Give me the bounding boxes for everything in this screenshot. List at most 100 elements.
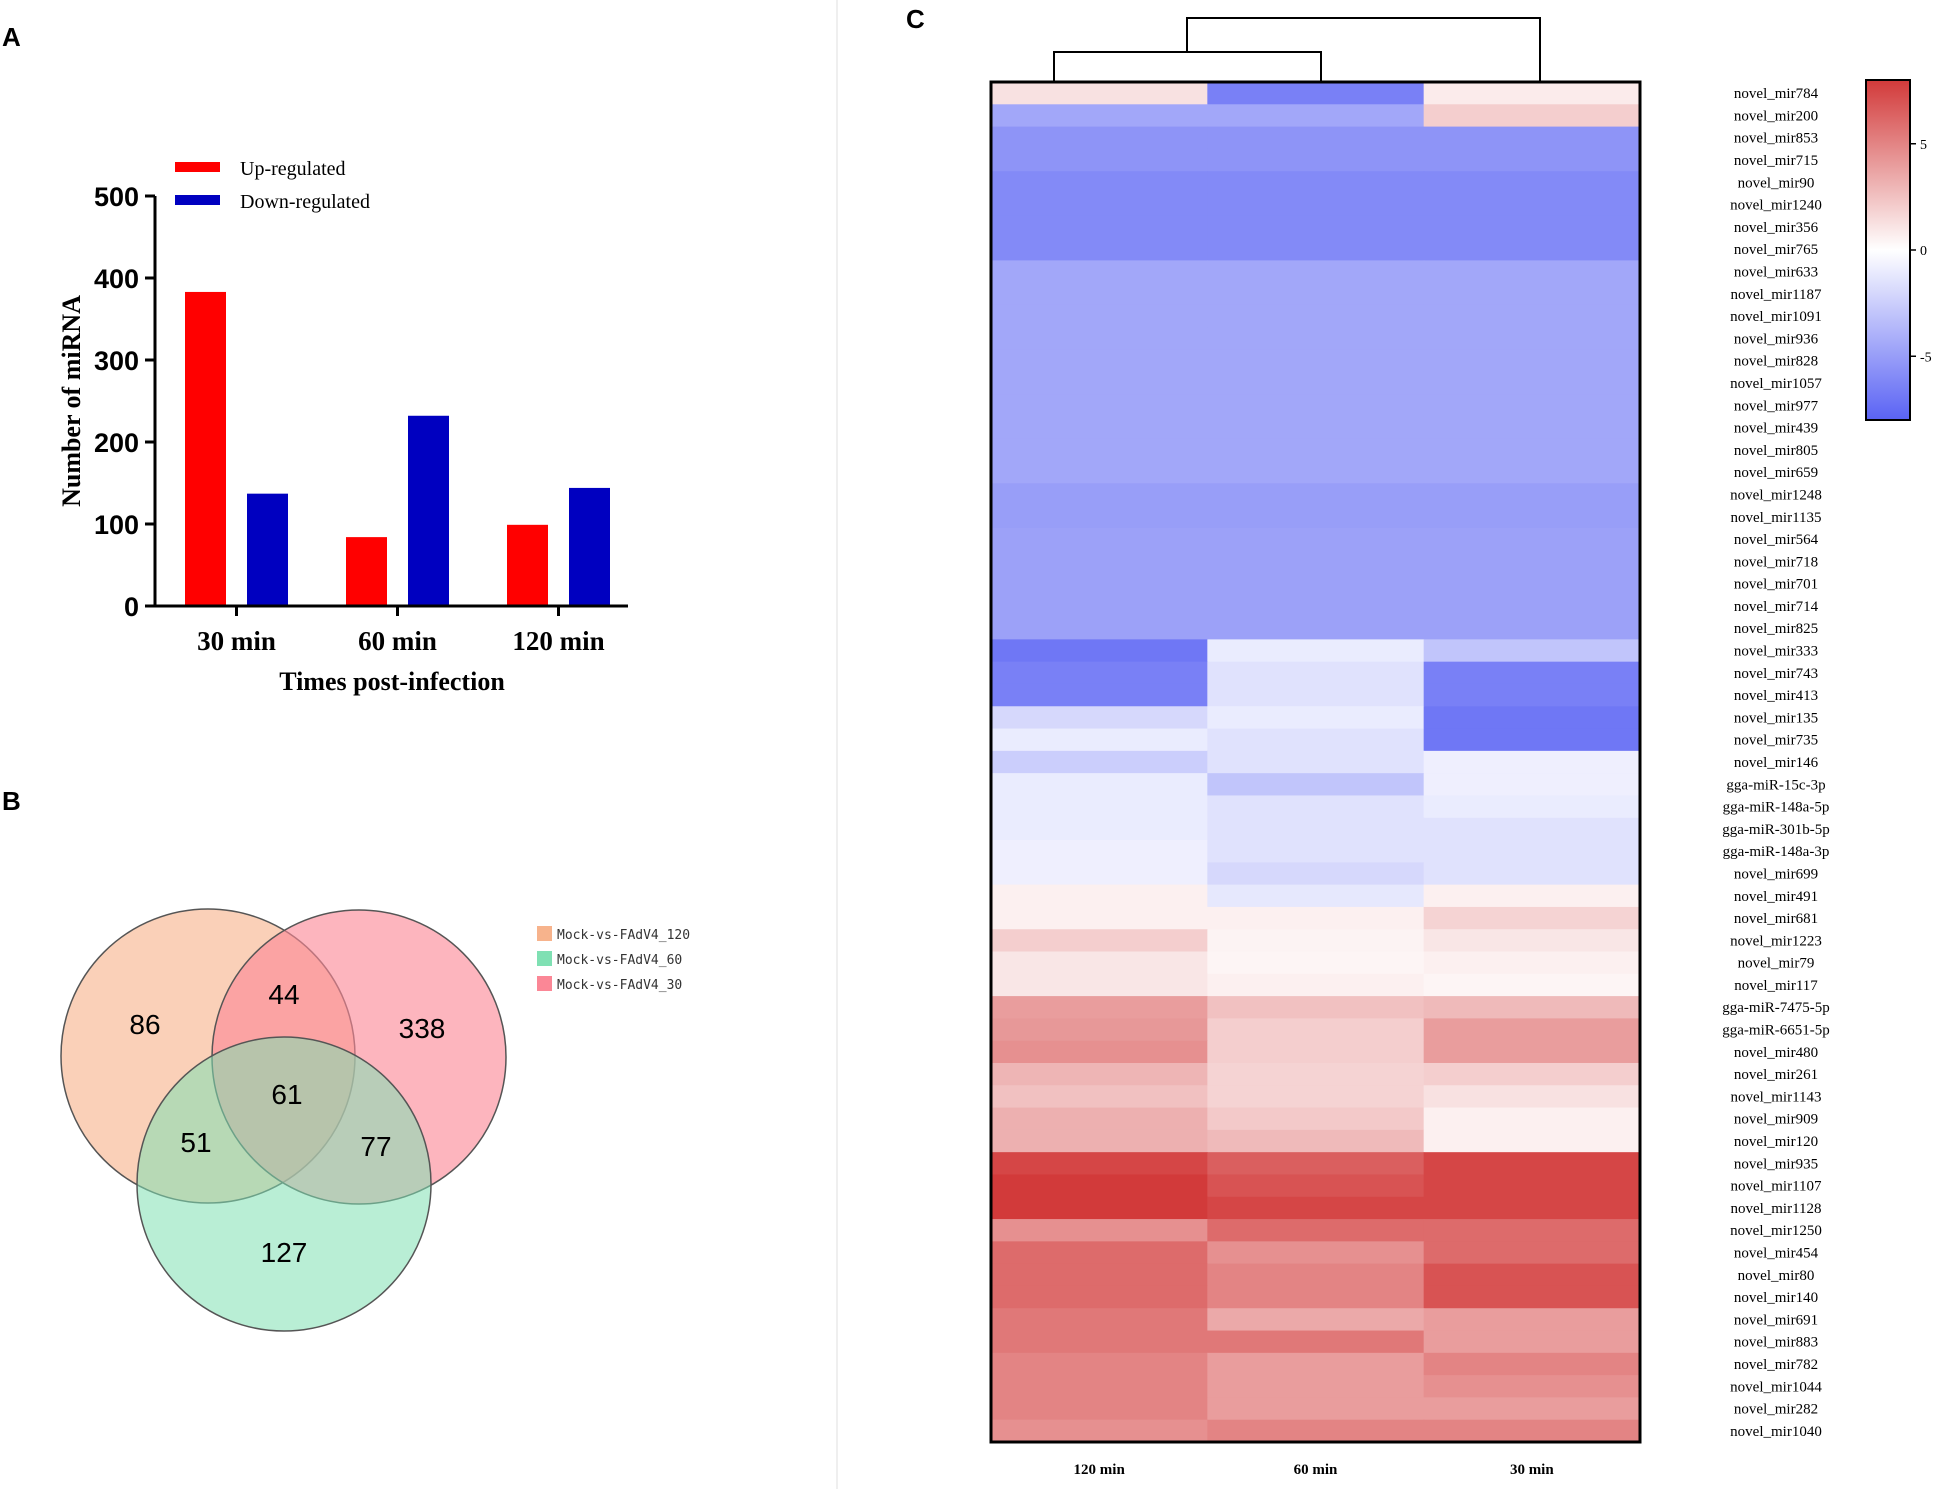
heatmap-cell-novel_mir1240-2: [1423, 193, 1641, 217]
heatmap-cell-novel_mir691-1: [1207, 1308, 1425, 1332]
venn-legend-swatch-30: [537, 976, 552, 991]
heatmap-cell-novel_mir413-2: [1423, 683, 1641, 707]
venn-circle-60: [136, 1036, 432, 1332]
heatmap-cell-novel_mir356-1: [1207, 215, 1425, 239]
heatmap-cell-novel_mir805-1: [1207, 438, 1425, 462]
colorbar-gradient: [1865, 79, 1911, 421]
heatmap-cell-novel_mir1135-0: [991, 505, 1208, 529]
heatmap-cell-novel_mir659-1: [1207, 461, 1425, 484]
x-tick-label: 60 min: [358, 626, 437, 656]
heatmap-cell-novel_mir1187-1: [1207, 282, 1425, 306]
bar-up-120min: [507, 524, 548, 606]
legend-swatch-down: [175, 195, 220, 205]
y-tick-label: 0: [124, 592, 139, 622]
heatmap-cell-novel_mir784-2: [1423, 82, 1641, 105]
heatmap-cell-novel_mir564-2: [1423, 527, 1641, 551]
heatmap-cell-novel_mir120-0: [991, 1129, 1208, 1153]
venn-count-only-60: 127: [261, 1237, 308, 1268]
heatmap-row-label: novel_mir491: [1734, 889, 1818, 905]
bar-down-120min: [569, 487, 610, 606]
heatmap-row-label: novel_mir80: [1738, 1268, 1815, 1284]
heatmap-cell-novel_mir691-2: [1423, 1308, 1641, 1332]
heatmap-cell-novel_mir1143-1: [1207, 1085, 1425, 1109]
heatmap-cell-novel_mir1057-1: [1207, 371, 1425, 395]
heatmap-cell-novel_mir701-1: [1207, 572, 1425, 596]
heatmap-row-label: novel_mir1107: [1730, 1179, 1822, 1195]
colorbar-tick-label: -5: [1920, 350, 1932, 365]
heatmap-row-label: gga-miR-7475-5p: [1722, 1000, 1829, 1016]
heatmap-cell-novel_mir935-1: [1207, 1152, 1425, 1176]
heatmap-cell-novel_mir80-2: [1423, 1263, 1641, 1287]
heatmap-cell-novel_mir743-1: [1207, 661, 1425, 685]
heatmap-cell-novel_mir718-2: [1423, 550, 1641, 574]
bar-up-60min: [346, 537, 387, 606]
y-axis-ticks: 0 100 200 300 400 500: [94, 182, 155, 622]
heatmap-cell-gga-miR-301b-5p-2: [1423, 817, 1641, 841]
legend-swatch-up: [175, 162, 220, 172]
heatmap-cell-gga-miR-15c-3p-1: [1207, 773, 1425, 797]
heatmap-cell-novel_mir1240-0: [991, 193, 1208, 217]
heatmap-cell-novel_mir439-2: [1423, 416, 1641, 440]
heatmap-cell-novel_mir564-0: [991, 527, 1208, 551]
y-tick-label: 200: [94, 428, 139, 458]
heatmap-cell-novel_mir140-0: [991, 1285, 1208, 1309]
heatmap-cell-novel_mir454-0: [991, 1241, 1208, 1265]
y-tick-label: 100: [94, 510, 139, 540]
heatmap-cell-novel_mir491-0: [991, 884, 1208, 908]
heatmap-cell-novel_mir1248-2: [1423, 483, 1641, 507]
venn-legend-label-120: Mock-vs-FAdV4_120: [557, 928, 690, 943]
heatmap-cell-novel_mir1040-1: [1207, 1419, 1425, 1443]
y-tick-label: 300: [94, 346, 139, 376]
heatmap-cell-gga-miR-148a-3p-0: [991, 840, 1208, 863]
heatmap-row-label: novel_mir454: [1734, 1245, 1819, 1261]
heatmap-cell-novel_mir356-0: [991, 215, 1208, 239]
heatmap-cell-novel_mir1187-2: [1423, 282, 1641, 306]
heatmap-row-label: novel_mir439: [1734, 421, 1818, 437]
heatmap-row-label: novel_mir691: [1734, 1312, 1818, 1328]
heatmap-cell-novel_mir80-0: [991, 1263, 1208, 1287]
heatmap-cell-novel_mir659-2: [1423, 461, 1641, 484]
heatmap-row-label: novel_mir735: [1734, 733, 1818, 749]
heatmap-cell-novel_mir883-2: [1423, 1330, 1641, 1354]
heatmap-cell-novel_mir718-1: [1207, 550, 1425, 574]
heatmap-cell-novel_mir977-1: [1207, 394, 1425, 418]
heatmap-cell-novel_mir1143-0: [991, 1085, 1208, 1109]
panel-label-b: B: [2, 786, 21, 816]
heatmap-cell-novel_mir200-0: [991, 104, 1208, 128]
heatmap-cell-novel_mir782-0: [991, 1352, 1208, 1376]
heatmap-cell-novel_mir681-1: [1207, 906, 1425, 930]
heatmap-row-label: novel_mir1248: [1730, 487, 1822, 503]
heatmap-cell-gga-miR-148a-5p-0: [991, 795, 1208, 819]
heatmap-row-label: novel_mir784: [1734, 86, 1819, 102]
heatmap-cell-novel_mir261-0: [991, 1062, 1208, 1086]
heatmap-cell-novel_mir454-1: [1207, 1241, 1425, 1265]
heatmap-cell-novel_mir1250-0: [991, 1219, 1208, 1242]
heatmap-cell-novel_mir79-0: [991, 951, 1208, 975]
heatmap-cell-novel_mir1057-0: [991, 371, 1208, 395]
colorbar-ticks: 5 0 -5: [1910, 138, 1932, 365]
heatmap-cell-novel_mir701-2: [1423, 572, 1641, 596]
x-axis-ticks: 30 min 60 min 120 min: [197, 606, 605, 656]
heatmap-cell-novel_mir135-0: [991, 706, 1208, 730]
heatmap-cell-novel_mir1187-0: [991, 282, 1208, 306]
heatmap-cell-novel_mir135-2: [1423, 706, 1641, 730]
heatmap-cell-novel_mir828-0: [991, 349, 1208, 373]
bar-legend: Up-regulated Down-regulated: [175, 158, 370, 213]
heatmap-cell-novel_mir1135-1: [1207, 505, 1425, 529]
heatmap-cell-novel_mir681-2: [1423, 906, 1641, 930]
y-axis-title: Number of miRNA: [57, 295, 86, 507]
heatmap-row-label: novel_mir659: [1734, 465, 1818, 481]
heatmap-cell-novel_mir715-2: [1423, 148, 1641, 172]
heatmap-cell-novel_mir200-1: [1207, 104, 1425, 128]
venn-count-only-120: 86: [129, 1009, 160, 1040]
heatmap-row-label: novel_mir1223: [1730, 933, 1822, 949]
heatmap-row-label: novel_mir1040: [1730, 1424, 1822, 1440]
heatmap-cell-novel_mir714-2: [1423, 594, 1641, 618]
heatmap-cell-gga-miR-6651-5p-1: [1207, 1018, 1425, 1042]
venn-diagram: 86 44 338 61 51 77 127 Mock-vs-FAdV4_120…: [60, 908, 690, 1332]
heatmap-cell-novel_mir146-2: [1423, 750, 1641, 774]
heatmap-cell-novel_mir1223-1: [1207, 929, 1425, 953]
venn-legend-label-60: Mock-vs-FAdV4_60: [557, 953, 682, 968]
venn-count-all-three: 61: [271, 1079, 302, 1110]
heatmap-row-label: novel_mir79: [1738, 956, 1815, 972]
